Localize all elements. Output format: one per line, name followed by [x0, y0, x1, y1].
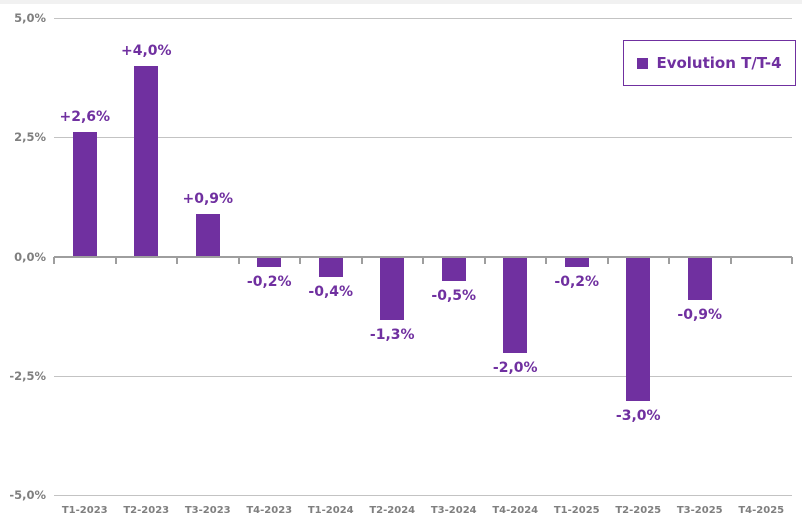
- x-axis-tick-mark: [483, 256, 486, 264]
- bar-T2-2023: [134, 65, 159, 257]
- y-axis-tick-label: 0,0%: [14, 249, 46, 264]
- x-axis-tick-mark: [299, 256, 301, 264]
- bar-value-label: -3,0%: [615, 407, 661, 424]
- bar-value-label: -1,3%: [369, 326, 415, 343]
- x-axis-label: T4-2025: [738, 505, 785, 516]
- y-axis-tick-label: 5,0%: [14, 11, 46, 25]
- x-axis-label: T4-2023: [246, 505, 293, 516]
- x-axis-tick-mark: [545, 256, 547, 264]
- gridline: [54, 495, 792, 496]
- x-axis-tick-mark: [114, 256, 117, 264]
- bar-T1-2023: [72, 132, 97, 257]
- bar-T3-2025: [687, 257, 712, 301]
- x-axis-label: T1-2023: [61, 505, 108, 516]
- x-axis-tick-mark: [237, 256, 240, 264]
- x-axis-tick-mark: [729, 256, 732, 264]
- x-axis-label: T3-2023: [184, 505, 231, 516]
- x-axis-tick-mark: [176, 256, 178, 264]
- bar-T3-2023: [195, 213, 220, 257]
- bar-T4-2023: [257, 257, 282, 268]
- x-axis-tick-mark: [53, 256, 55, 264]
- y-axis-tick-label: 2,5%: [14, 130, 46, 145]
- bar-T4-2024: [503, 257, 528, 353]
- x-axis-tick-mark: [606, 256, 609, 264]
- chart-legend: Evolution T/T-4: [623, 40, 796, 86]
- gridline: [54, 137, 792, 139]
- x-axis-tick-mark: [668, 256, 670, 264]
- y-axis-tick-label: -2,5%: [9, 368, 46, 383]
- x-axis-label: T2-2023: [123, 505, 170, 516]
- y-axis-tick-label: -5,0%: [9, 488, 46, 502]
- bar-value-label: -0,2%: [246, 274, 292, 291]
- x-axis-tick-mark: [360, 256, 363, 264]
- bar-value-label: -0,4%: [308, 283, 354, 300]
- bar-value-label: -0,9%: [677, 307, 723, 324]
- legend-label: Evolution T/T-4: [656, 54, 782, 72]
- bar-value-label: -0,2%: [554, 274, 600, 291]
- bar-T1-2024: [318, 257, 343, 277]
- bar-value-label: -0,5%: [431, 288, 477, 305]
- gridline: [54, 375, 792, 377]
- bar-value-label: +4,0%: [120, 42, 172, 59]
- x-axis-label: T3-2024: [430, 505, 477, 516]
- bar-T2-2024: [380, 257, 405, 320]
- x-axis-label: T1-2025: [553, 505, 600, 516]
- bar-value-label: -2,0%: [492, 359, 538, 376]
- bar-T2-2025: [626, 257, 651, 401]
- bar-T1-2025: [564, 257, 589, 268]
- x-axis-label: T2-2025: [615, 505, 662, 516]
- x-axis-label: T2-2024: [369, 505, 416, 516]
- x-axis-tick-mark: [791, 256, 793, 264]
- window-top-edge: [0, 0, 802, 4]
- bar-T3-2024: [441, 257, 466, 282]
- legend-marker-square-icon: [637, 57, 649, 69]
- x-axis-tick-mark: [422, 256, 424, 264]
- bar-value-label: +2,6%: [59, 109, 111, 126]
- x-axis-label: T1-2024: [307, 505, 354, 516]
- gridline: [54, 18, 792, 19]
- x-axis-label: T4-2024: [492, 505, 539, 516]
- x-axis-label: T3-2025: [676, 505, 723, 516]
- bar-value-label: +0,9%: [182, 190, 234, 207]
